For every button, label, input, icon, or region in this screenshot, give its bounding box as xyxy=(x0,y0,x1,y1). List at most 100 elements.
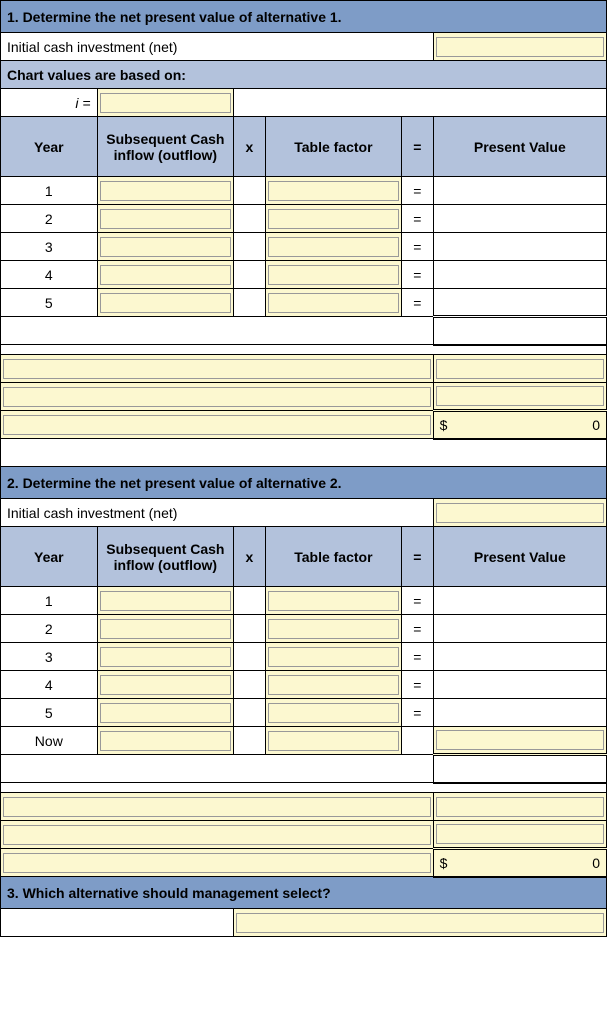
summary-input[interactable] xyxy=(1,849,434,877)
table-row: 5 = xyxy=(1,699,607,727)
i-input[interactable] xyxy=(97,89,234,117)
factor-input[interactable] xyxy=(265,177,402,205)
year-cell: 3 xyxy=(1,233,98,261)
section2-total: $ 0 xyxy=(433,849,606,877)
factor-input[interactable] xyxy=(265,587,402,615)
col-eq-1: = xyxy=(402,117,434,177)
inflow-input[interactable] xyxy=(97,615,234,643)
pv-cell xyxy=(433,615,606,643)
table-row: 3 = xyxy=(1,233,607,261)
chart-basis-label: Chart values are based on: xyxy=(1,61,607,89)
table-row xyxy=(1,821,607,849)
worksheet-table: 1. Determine the net present value of al… xyxy=(0,0,607,937)
factor-input[interactable] xyxy=(265,727,402,755)
inflow-input[interactable] xyxy=(97,205,234,233)
col-factor-2: Table factor xyxy=(265,527,402,587)
summary-val-input[interactable] xyxy=(433,821,606,849)
summary-input[interactable] xyxy=(1,793,434,821)
table-row xyxy=(1,355,607,383)
summary-val-input[interactable] xyxy=(433,793,606,821)
x-cell xyxy=(234,671,266,699)
empty xyxy=(1,439,607,467)
table-row: 4 = xyxy=(1,671,607,699)
pv-cell xyxy=(433,699,606,727)
section1-total: $ 0 xyxy=(433,411,606,439)
inflow-input[interactable] xyxy=(97,261,234,289)
section2-title: 2. Determine the net present value of al… xyxy=(1,467,607,499)
pv-cell xyxy=(433,261,606,289)
col-year-2: Year xyxy=(1,527,98,587)
x-cell xyxy=(234,699,266,727)
summary-input[interactable] xyxy=(1,821,434,849)
eq-cell: = xyxy=(402,233,434,261)
eq-cell xyxy=(402,727,434,755)
pv-cell xyxy=(433,205,606,233)
factor-input[interactable] xyxy=(265,233,402,261)
inflow-input[interactable] xyxy=(97,233,234,261)
col-factor-1: Table factor xyxy=(265,117,402,177)
eq-cell: = xyxy=(402,643,434,671)
table-row: 1 = xyxy=(1,587,607,615)
section3-answer-input[interactable] xyxy=(234,909,607,937)
summary-val-input[interactable] xyxy=(433,355,606,383)
x-cell xyxy=(234,289,266,317)
x-cell xyxy=(234,205,266,233)
year-cell: 4 xyxy=(1,261,98,289)
table-row: 2 = xyxy=(1,615,607,643)
eq-cell: = xyxy=(402,205,434,233)
inflow-input[interactable] xyxy=(97,671,234,699)
table-row xyxy=(1,317,607,345)
year-cell: 2 xyxy=(1,615,98,643)
col-x-1: x xyxy=(234,117,266,177)
year-cell: 3 xyxy=(1,643,98,671)
col-inflow-1: Subsequent Cash inflow (outflow) xyxy=(97,117,234,177)
eq-cell: = xyxy=(402,587,434,615)
factor-input[interactable] xyxy=(265,699,402,727)
summary-input[interactable] xyxy=(1,355,434,383)
year-cell: Now xyxy=(1,727,98,755)
table-row: 4 = xyxy=(1,261,607,289)
year-cell: 1 xyxy=(1,177,98,205)
table-row xyxy=(1,439,607,467)
year-cell: 1 xyxy=(1,587,98,615)
empty xyxy=(1,755,434,783)
x-cell xyxy=(234,727,266,755)
inflow-input[interactable] xyxy=(97,289,234,317)
inflow-input[interactable] xyxy=(97,177,234,205)
empty xyxy=(1,317,434,345)
summary-val-input[interactable] xyxy=(433,383,606,411)
pv-input[interactable] xyxy=(433,727,606,755)
x-cell xyxy=(234,615,266,643)
table-row: 1 = xyxy=(1,177,607,205)
factor-input[interactable] xyxy=(265,671,402,699)
section1-title: 1. Determine the net present value of al… xyxy=(1,1,607,33)
summary-input[interactable] xyxy=(1,383,434,411)
factor-input[interactable] xyxy=(265,289,402,317)
inflow-input[interactable] xyxy=(97,699,234,727)
col-pv-2: Present Value xyxy=(433,527,606,587)
empty xyxy=(1,909,234,937)
factor-input[interactable] xyxy=(265,643,402,671)
eq-cell: = xyxy=(402,671,434,699)
inflow-input[interactable] xyxy=(97,727,234,755)
initial-investment-input-2[interactable] xyxy=(433,499,606,527)
inflow-input[interactable] xyxy=(97,587,234,615)
table-row: Now xyxy=(1,727,607,755)
summary-input[interactable] xyxy=(1,411,434,439)
factor-input[interactable] xyxy=(265,205,402,233)
pv-cell xyxy=(433,643,606,671)
table-row: 5 = xyxy=(1,289,607,317)
initial-investment-input-1[interactable] xyxy=(433,33,606,61)
initial-investment-label-1: Initial cash investment (net) xyxy=(1,33,434,61)
inflow-input[interactable] xyxy=(97,643,234,671)
eq-cell: = xyxy=(402,261,434,289)
factor-input[interactable] xyxy=(265,261,402,289)
year-cell: 5 xyxy=(1,699,98,727)
factor-input[interactable] xyxy=(265,615,402,643)
total-row: $ 0 xyxy=(1,411,607,439)
table-row xyxy=(1,383,607,411)
eq-cell: = xyxy=(402,615,434,643)
x-cell xyxy=(234,587,266,615)
subtotal-cell xyxy=(433,317,606,345)
year-cell: 4 xyxy=(1,671,98,699)
